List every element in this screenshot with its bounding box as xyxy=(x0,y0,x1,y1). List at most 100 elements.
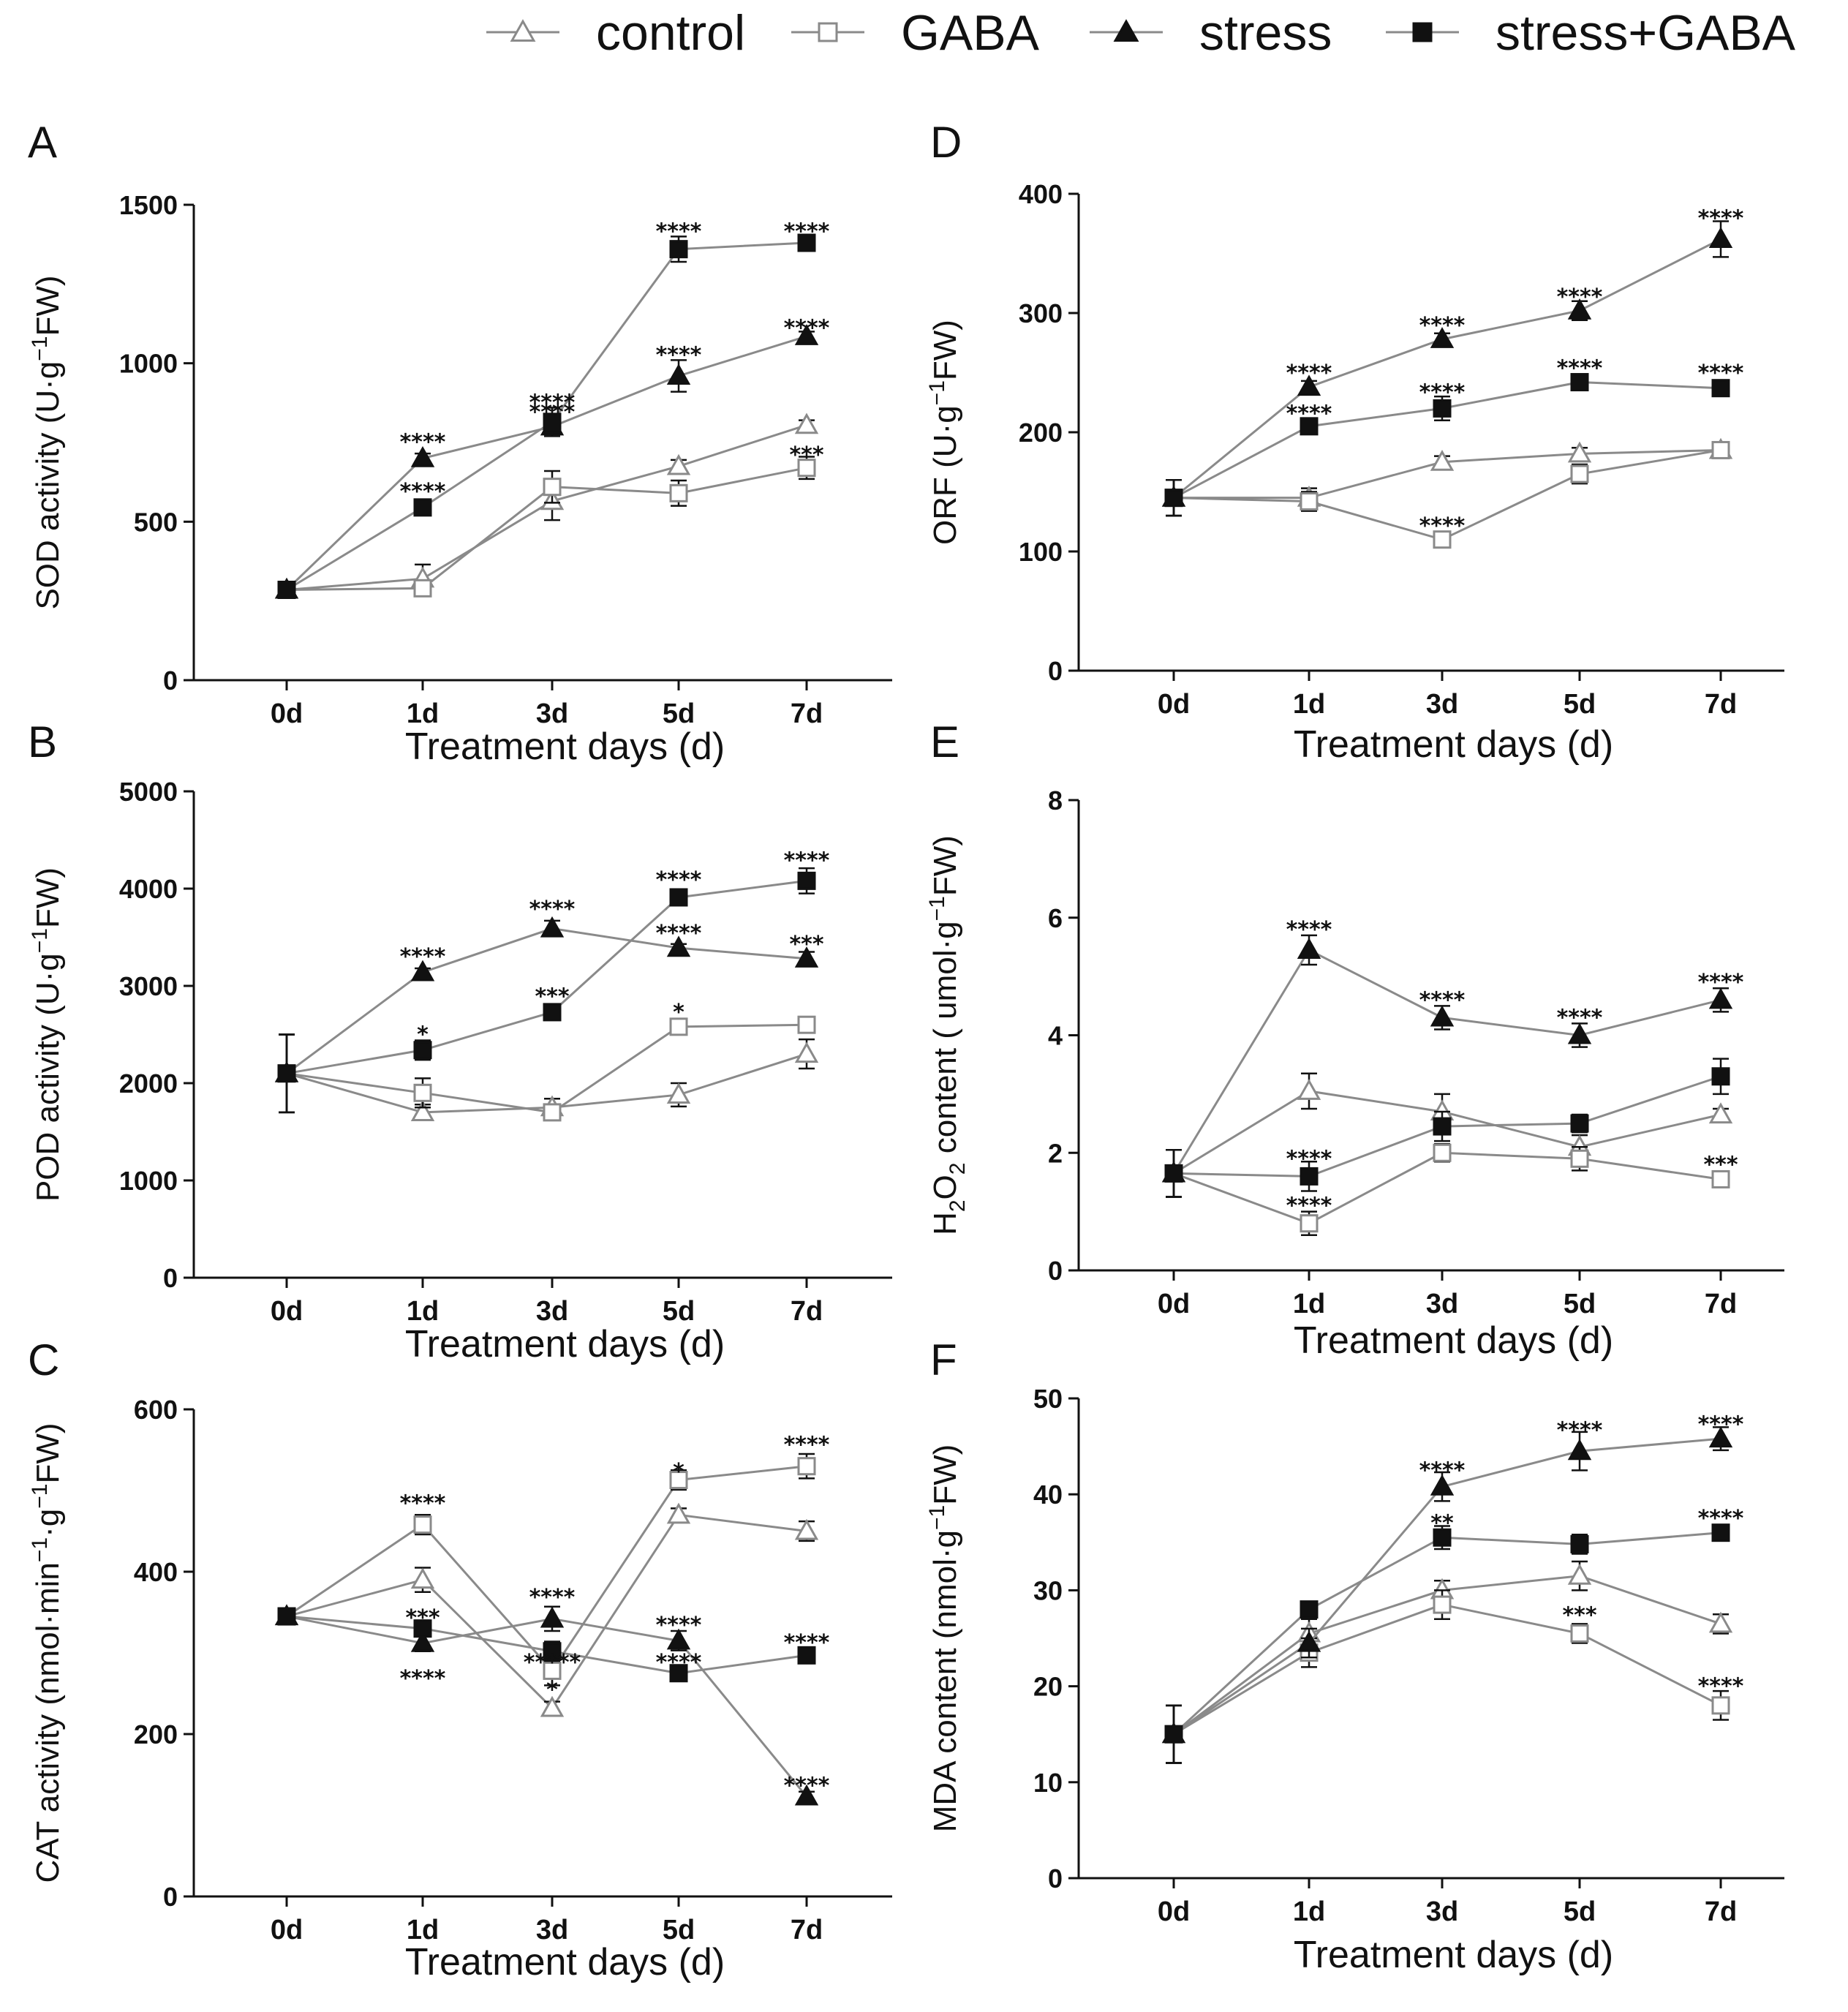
significance-label: **** xyxy=(400,1491,446,1516)
data-point xyxy=(669,1017,688,1036)
significance-label: **** xyxy=(1419,1458,1466,1483)
legend-item-stress: stress xyxy=(1090,5,1332,61)
legend-marker xyxy=(818,22,838,42)
significance-label: **** xyxy=(784,219,830,245)
y-axis-title: POD activity (U·g−1FW) xyxy=(28,867,66,1202)
y-tick-label: 0 xyxy=(163,666,178,696)
data-point xyxy=(410,445,435,467)
significance-label: **** xyxy=(1698,970,1744,995)
y-tick-label: 0 xyxy=(1048,656,1063,686)
panel-letter: C xyxy=(28,1335,59,1384)
significance-label: ** xyxy=(1430,1511,1454,1537)
x-tick-label: 7d xyxy=(1705,689,1737,720)
data-point xyxy=(1430,450,1455,471)
data-point xyxy=(1570,1149,1589,1168)
x-tick-label: 3d xyxy=(536,1915,568,1945)
data-point xyxy=(1297,1079,1321,1100)
x-tick-label: 3d xyxy=(1426,1896,1458,1927)
significance-label: **** xyxy=(1557,1417,1603,1443)
significance-label: **** xyxy=(784,316,830,342)
y-tick-label: 400 xyxy=(134,1557,178,1587)
panel-f: F 0 10 20 30 40 50 0d 1d 3d 5d 7d Treatment days (d)… xyxy=(925,1335,1784,1976)
series-stress-plus-gaba xyxy=(277,867,816,1114)
series-line xyxy=(1174,448,1721,500)
significance-label: **** xyxy=(1286,1194,1332,1219)
y-tick-label: 300 xyxy=(1019,298,1063,328)
data-point xyxy=(1433,1595,1452,1614)
x-tick-label: 5d xyxy=(663,1915,695,1945)
data-point xyxy=(1567,1564,1592,1585)
series-stress xyxy=(1161,220,1733,517)
data-point xyxy=(1570,1534,1589,1553)
series-line xyxy=(1172,1531,1721,1736)
data-point xyxy=(1300,1214,1319,1233)
series-control xyxy=(1161,1560,1733,1764)
y-tick-label: 400 xyxy=(1019,179,1063,209)
x-tick-label: 1d xyxy=(1293,1896,1325,1927)
significance-label: **** xyxy=(1557,1005,1603,1031)
data-point xyxy=(1300,417,1319,436)
y-tick-label: 0 xyxy=(163,1263,178,1293)
y-axis-title: CAT activity (nmol·min−1·g−1FW) xyxy=(28,1423,66,1883)
legend-marker xyxy=(1412,22,1433,42)
y-axis-title-part: ·g xyxy=(30,1509,66,1537)
y-axis-title-part: SOD activity (U·g xyxy=(30,361,66,610)
data-point xyxy=(666,1082,691,1104)
data-point xyxy=(669,1471,688,1490)
series-stress-plus-gaba xyxy=(1164,373,1730,517)
legend-item-gaba: GABA xyxy=(791,5,1040,61)
data-point xyxy=(794,946,819,968)
data-point xyxy=(1708,987,1733,1009)
data-point xyxy=(1297,1630,1321,1652)
data-point xyxy=(1570,464,1589,483)
series-stress-plus-gaba xyxy=(1164,1523,1730,1764)
y-axis-title-part: FW) xyxy=(30,1423,66,1483)
data-point xyxy=(413,1515,432,1534)
x-tick-label: 3d xyxy=(1426,1289,1458,1319)
significance-label: *** xyxy=(789,932,823,957)
data-point xyxy=(410,1100,435,1121)
legend-item-control: control xyxy=(486,5,745,61)
y-axis-title-part: −1 xyxy=(925,896,949,921)
series-line xyxy=(286,1465,807,1673)
data-point xyxy=(413,579,432,598)
significance-label: *** xyxy=(789,442,823,468)
y-tick-label: 1000 xyxy=(119,1166,178,1196)
data-point xyxy=(1300,492,1319,511)
y-axis-title-part: CAT activity (nmol·min xyxy=(30,1562,66,1883)
legend-item-stress-plus-gaba: stress+GABA xyxy=(1386,5,1796,61)
data-point xyxy=(543,478,562,497)
data-point xyxy=(1711,1696,1730,1715)
series-stress-plus-gaba xyxy=(277,233,816,599)
x-tick-label: 0d xyxy=(271,1296,303,1327)
y-axis-title-part: −1 xyxy=(925,1505,949,1530)
x-tick-label: 5d xyxy=(1564,689,1596,720)
y-axis-title-part: FW) xyxy=(927,835,963,896)
significance-label: * xyxy=(673,1000,684,1025)
data-point xyxy=(543,1661,562,1680)
x-tick-label: 5d xyxy=(663,1296,695,1327)
data-point xyxy=(1433,1117,1452,1136)
x-axis-title: Treatment days (d) xyxy=(405,726,725,768)
data-point xyxy=(540,1695,565,1717)
data-point xyxy=(666,1502,691,1524)
data-point xyxy=(413,1083,432,1102)
series-line xyxy=(1173,1603,1721,1736)
significance-label: **** xyxy=(1557,285,1603,310)
data-point xyxy=(1711,379,1730,398)
x-tick-label: 7d xyxy=(1705,1896,1737,1927)
y-tick-label: 4000 xyxy=(119,874,178,904)
series-control xyxy=(274,412,819,599)
data-point xyxy=(794,1784,819,1806)
y-tick-label: 2000 xyxy=(119,1069,178,1099)
significance-label: **** xyxy=(400,430,446,456)
x-tick-label: 1d xyxy=(407,1296,439,1327)
data-point xyxy=(1567,1439,1592,1461)
significance-label: *** xyxy=(535,984,569,1010)
data-point xyxy=(797,1646,816,1665)
series-stress-plus-gaba xyxy=(277,1607,816,1683)
significance-label: **** xyxy=(784,1630,830,1656)
data-point xyxy=(413,498,432,517)
data-point xyxy=(410,1630,435,1652)
significance-label: *** xyxy=(1703,1152,1738,1178)
